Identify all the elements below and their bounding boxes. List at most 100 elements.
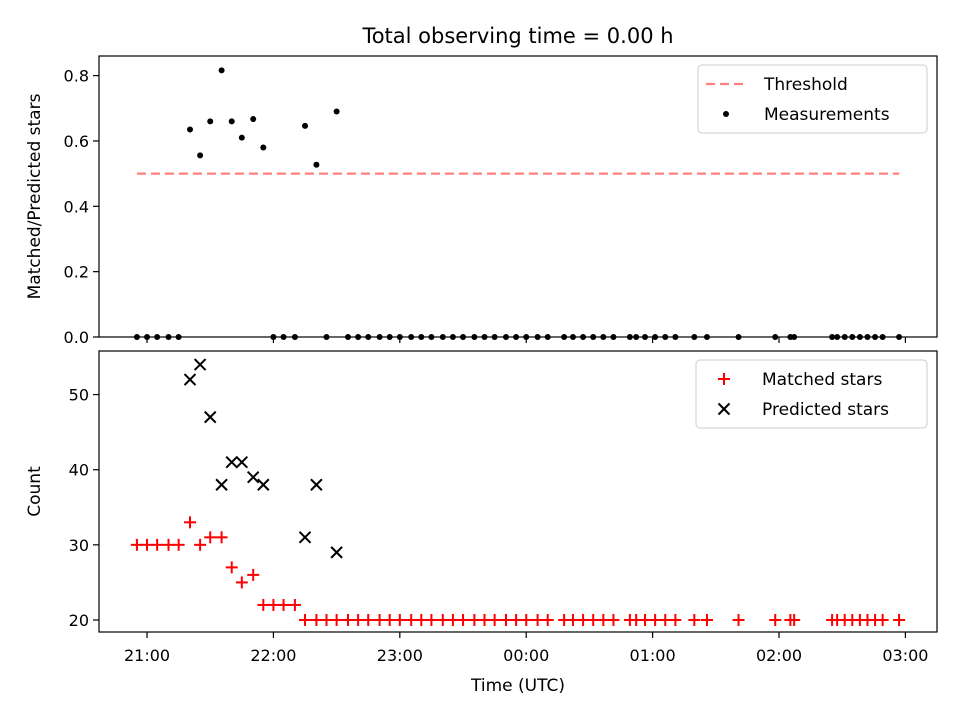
data-point-b <box>298 531 312 544</box>
data-point <box>215 531 228 544</box>
data-point-b <box>204 410 217 424</box>
data-point <box>669 613 682 626</box>
data-point <box>333 108 340 115</box>
chart-title: Total observing time = 0.00 h <box>361 24 673 48</box>
y-tick-label: 50 <box>69 386 89 405</box>
data-point-b <box>225 455 238 469</box>
x-tick-label: 01:00 <box>630 646 676 665</box>
y-axis-label: Matched/Predicted stars <box>25 93 45 299</box>
data-point <box>446 613 459 626</box>
data-point <box>383 613 396 626</box>
data-point-b <box>330 546 343 559</box>
data-point <box>204 531 217 544</box>
data-point <box>769 613 782 626</box>
y-tick-label: 0.2 <box>64 263 89 282</box>
data-point <box>313 161 320 168</box>
data-point <box>277 598 290 611</box>
data-point <box>468 613 481 626</box>
x-tick-label: 23:00 <box>377 646 423 665</box>
legend-swatch <box>718 373 730 385</box>
data-point <box>649 613 662 626</box>
data-point <box>659 613 672 626</box>
data-point <box>225 455 238 469</box>
data-point <box>302 122 309 129</box>
panel-2: 20 30 40 50 21:00 22:00 23:00 00:00 01:00 02:00 03… <box>25 350 938 665</box>
data-point <box>310 613 323 626</box>
data-point <box>250 116 257 123</box>
legend-label: Measurements <box>764 105 890 125</box>
data-point <box>218 67 225 74</box>
data-point <box>876 613 889 626</box>
data-point <box>257 598 270 611</box>
legend-label: Threshold <box>763 75 848 95</box>
data-point <box>352 613 365 626</box>
data-point <box>172 538 185 551</box>
data-point <box>204 410 217 424</box>
data-point <box>341 613 354 626</box>
data-point <box>298 531 312 544</box>
data-point <box>184 516 197 529</box>
data-point <box>597 613 610 626</box>
data-point <box>510 613 523 626</box>
data-point <box>130 538 143 551</box>
y-tick-label: 20 <box>69 611 89 630</box>
data-point <box>260 144 267 151</box>
data-point-b <box>183 373 197 386</box>
legend-box <box>697 64 928 134</box>
y-tick-label: 40 <box>69 461 89 480</box>
data-point <box>288 598 301 611</box>
legend: Matched stars Predicted stars <box>695 359 928 429</box>
data-point <box>566 613 579 626</box>
data-point <box>732 613 745 626</box>
data-point <box>415 613 428 626</box>
data-point <box>197 152 204 159</box>
data-point <box>310 478 323 491</box>
data-point <box>320 613 333 626</box>
data-point <box>587 613 600 626</box>
data-point <box>228 118 235 125</box>
data-point <box>257 478 270 491</box>
data-point <box>700 613 713 626</box>
legend-box <box>695 359 928 429</box>
y-axis-label: Count <box>25 466 45 517</box>
data-point <box>362 613 375 626</box>
x-tick-label: 22:00 <box>250 646 296 665</box>
data-point <box>299 613 312 626</box>
data-point <box>247 568 260 581</box>
data-point <box>238 134 245 141</box>
x-tick-label: 02:00 <box>756 646 802 665</box>
data-point <box>425 613 438 626</box>
data-point <box>235 576 248 589</box>
series-matched-stars <box>130 516 906 626</box>
x-tick-label: 03:00 <box>882 646 928 665</box>
data-point-b <box>310 478 323 491</box>
data-point-b <box>257 478 270 491</box>
data-point-b <box>246 471 260 484</box>
data-point <box>393 613 406 626</box>
axes-frame <box>98 55 938 338</box>
data-point <box>499 613 512 626</box>
data-point <box>893 613 906 626</box>
data-point <box>436 613 449 626</box>
data-point <box>577 613 590 626</box>
data-point <box>373 613 386 626</box>
legend-swatch <box>717 402 731 416</box>
legend-swatch <box>723 111 729 117</box>
y-tick-label: 0.6 <box>64 132 89 151</box>
data-point-b <box>193 358 207 371</box>
data-point <box>520 613 533 626</box>
axes-frame <box>98 350 938 633</box>
data-point <box>330 546 343 559</box>
data-point-b <box>235 455 249 469</box>
data-point <box>225 561 238 574</box>
data-point <box>607 613 620 626</box>
series-predicted-stars <box>183 358 343 559</box>
y-tick-label: 0.8 <box>64 67 89 86</box>
data-point <box>207 118 214 125</box>
y-tick-label: 30 <box>69 536 89 555</box>
data-point <box>187 126 194 133</box>
x-axis-label: Time (UTC) <box>470 676 565 696</box>
data-point <box>246 471 260 484</box>
data-point <box>639 613 652 626</box>
